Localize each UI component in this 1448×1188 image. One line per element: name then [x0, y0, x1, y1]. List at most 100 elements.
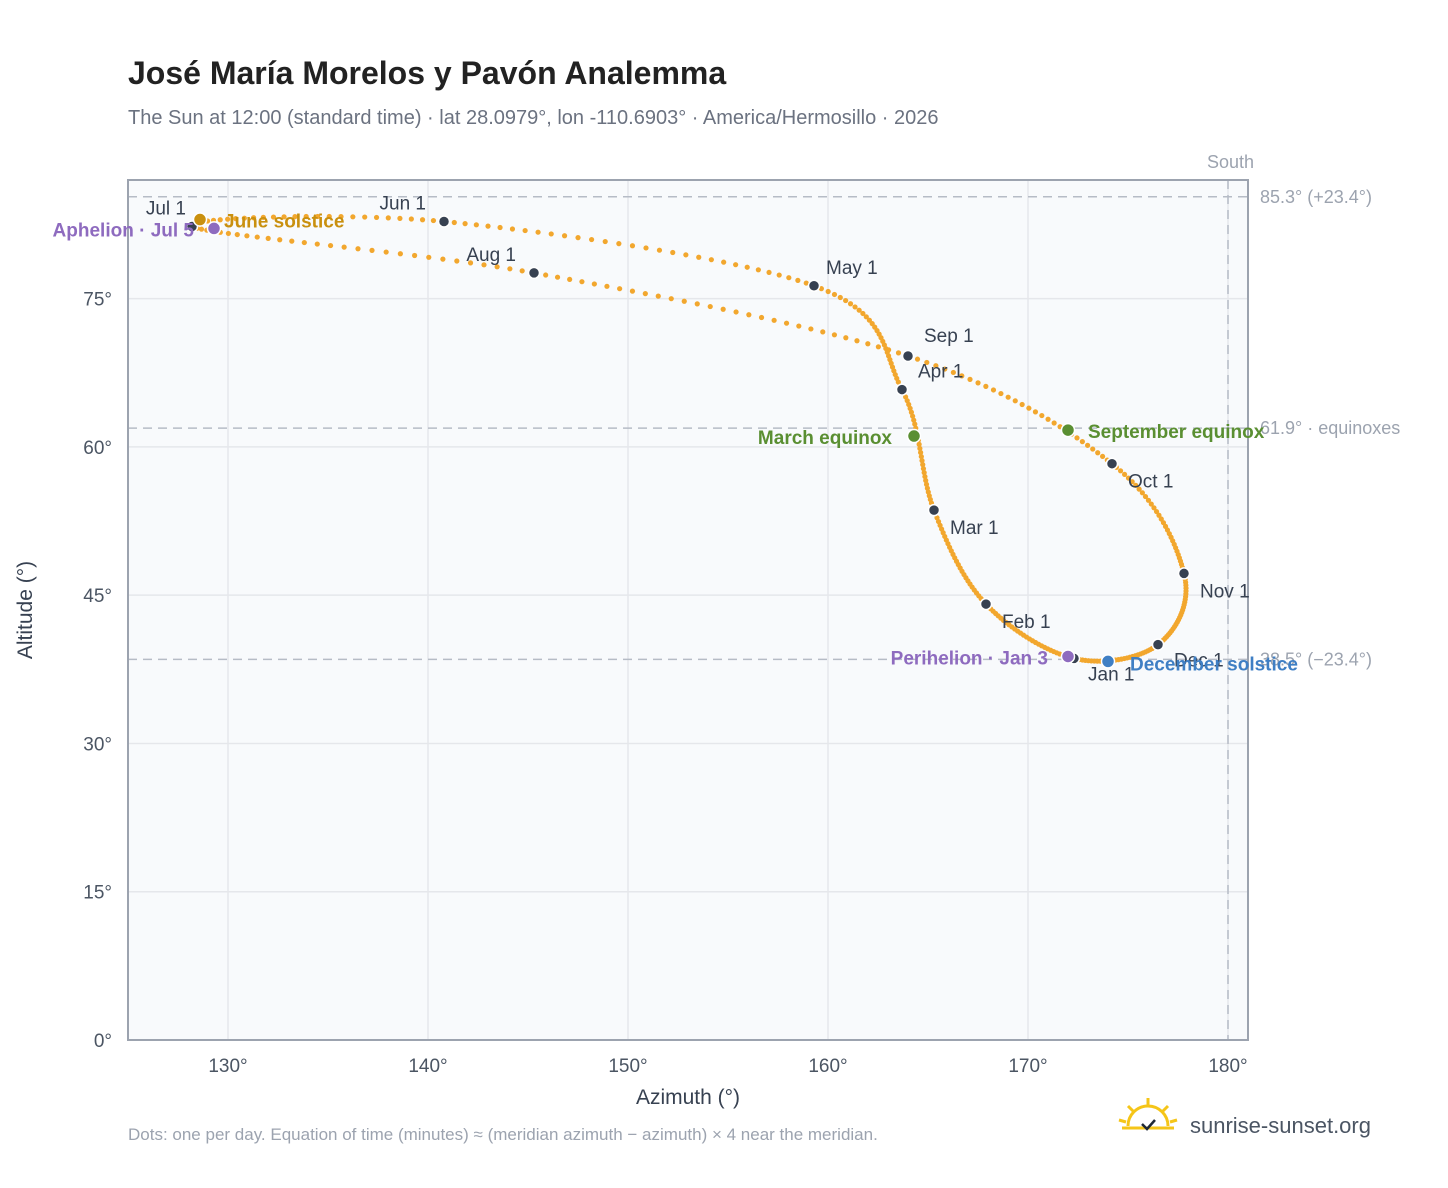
- daily-dot: [494, 264, 500, 270]
- daily-dot: [1032, 409, 1039, 415]
- daily-dot: [341, 244, 347, 250]
- daily-dot: [886, 347, 892, 353]
- month-dot: [527, 266, 541, 280]
- event-label: Perihelion · Jan 3: [891, 648, 1048, 669]
- daily-dot: [918, 449, 924, 456]
- daily-dot: [522, 227, 528, 234]
- daily-dot: [670, 249, 676, 256]
- daily-dot: [681, 298, 687, 304]
- daily-dot: [473, 222, 479, 228]
- daily-dot: [922, 473, 928, 480]
- daily-dot: [1085, 442, 1091, 448]
- daily-dot: [408, 216, 414, 222]
- daily-dot: [591, 281, 597, 287]
- daily-dot: [825, 288, 831, 295]
- daily-dot: [776, 272, 782, 278]
- daily-dot: [1074, 435, 1080, 441]
- daily-dot: [1095, 450, 1101, 456]
- plot-frame: [127, 179, 1249, 1041]
- brand-name: sunrise-sunset.org: [1190, 1113, 1371, 1138]
- daily-dot: [467, 260, 474, 266]
- daily-dot: [924, 359, 930, 366]
- daily-dot: [604, 283, 610, 289]
- daily-dot: [920, 462, 926, 468]
- daily-dot: [837, 294, 843, 301]
- daily-dot: [1136, 486, 1142, 492]
- daily-dot: [1039, 412, 1045, 419]
- daily-dot: [548, 231, 554, 237]
- daily-dot: [831, 291, 838, 298]
- daily-dot: [755, 267, 761, 273]
- daily-dot: [292, 214, 298, 220]
- daily-dot: [820, 329, 826, 335]
- daily-dot: [1139, 490, 1145, 496]
- daily-dot: [412, 252, 418, 259]
- daily-dot: [843, 335, 849, 341]
- daily-dot: [721, 259, 727, 265]
- daily-dot: [244, 233, 250, 239]
- daily-dot: [914, 356, 921, 362]
- daily-dot: [856, 307, 862, 313]
- daily-dot: [277, 237, 283, 243]
- daily-dot: [481, 262, 487, 268]
- month-dot: [807, 279, 821, 293]
- daily-dot: [419, 217, 426, 223]
- daily-dot: [217, 217, 223, 223]
- daily-dot: [509, 226, 516, 232]
- event-dot: [1060, 649, 1076, 664]
- daily-dot: [708, 257, 714, 263]
- daily-dot: [733, 309, 739, 315]
- daily-dot: [451, 219, 457, 226]
- daily-dot: [642, 291, 648, 297]
- daily-dot: [852, 304, 858, 310]
- daily-dot: [1142, 493, 1149, 500]
- daily-dot: [1117, 468, 1124, 474]
- daily-dot: [260, 214, 266, 220]
- daily-dot: [863, 314, 869, 320]
- daily-dot: [543, 272, 549, 278]
- daily-dot: [1099, 453, 1106, 460]
- event-markers: June solstice December solstice March equi…: [53, 212, 1298, 676]
- daily-dot: [895, 350, 902, 356]
- month-dot: [901, 349, 915, 363]
- daily-dot: [303, 213, 309, 220]
- daily-dot: [314, 241, 320, 247]
- month-label: Jul 1: [146, 198, 186, 219]
- daily-dot: [921, 470, 927, 476]
- daily-dot: [860, 310, 866, 317]
- daily-dot: [923, 477, 929, 484]
- daily-dot: [655, 293, 661, 299]
- daily-dot: [1129, 479, 1135, 485]
- daily-dot: [629, 288, 636, 294]
- daily-dot: [1148, 501, 1154, 507]
- x-tick-label: 170°: [1008, 1056, 1047, 1077]
- daily-dot: [865, 341, 871, 347]
- daily-dot: [225, 230, 231, 237]
- daily-dot: [616, 241, 622, 247]
- daily-dot: [397, 215, 403, 221]
- daily-dot: [959, 373, 965, 379]
- daily-dot: [1151, 505, 1157, 511]
- daily-dot: [289, 238, 295, 244]
- event-dot: [206, 221, 222, 236]
- daily-dot: [983, 383, 989, 389]
- daily-dot: [1133, 482, 1139, 488]
- daily-dot: [766, 269, 772, 276]
- sun-logo-icon: [1118, 1098, 1178, 1131]
- daily-dot: [575, 235, 581, 241]
- daily-dot: [373, 214, 380, 221]
- x-tick-label: 180°: [1208, 1056, 1247, 1077]
- daily-dot: [602, 238, 608, 245]
- daily-dot: [254, 234, 260, 240]
- daily-dot: [1125, 475, 1132, 481]
- daily-dot: [990, 387, 997, 393]
- daily-dot: [933, 363, 939, 369]
- daily-dot: [998, 390, 1004, 397]
- daily-dot: [1156, 512, 1162, 518]
- daily-dot: [567, 276, 573, 283]
- x-tick-label: 130°: [208, 1056, 247, 1077]
- event-dot: [906, 428, 922, 444]
- axis-ticks: 130° 140° 150° 160° 170° 180° 0° 15° 30° 45° 60° 75…: [83, 290, 1247, 1077]
- x-tick-label: 150°: [608, 1056, 647, 1077]
